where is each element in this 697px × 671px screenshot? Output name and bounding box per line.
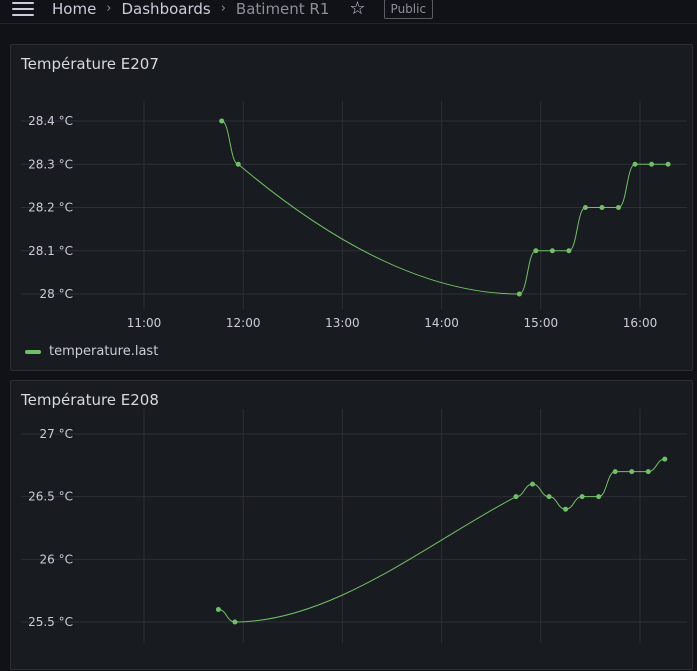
data-point [582, 205, 588, 210]
breadcrumb-dashboards[interactable]: Dashboards [121, 0, 211, 18]
chart-legend[interactable]: temperature.last [25, 344, 158, 359]
data-point [596, 494, 602, 500]
x-tick-label: 14:00 [424, 316, 459, 330]
chart-temperature-e208: 25.5 °C 26 °C 26.5 °C 27 °C [21, 409, 687, 643]
y-tick-label: 28.2 °C [28, 201, 73, 215]
y-tick-label: 28 °C [40, 287, 73, 301]
y-tick-label: 25.5 °C [28, 615, 73, 629]
star-icon[interactable]: ☆ [349, 0, 366, 19]
y-tick-label: 28.1 °C [28, 244, 73, 258]
chevron-right-icon: › [106, 1, 112, 16]
y-tick-label: 26.5 °C [28, 490, 73, 504]
panel-temperature-e208: Température E208 25.5 °C 26 °C 26.5 °C 27 °… [10, 380, 693, 670]
y-tick-label: 28.4 °C [28, 114, 73, 128]
x-tick-label: 12:00 [226, 316, 261, 330]
data-point [219, 118, 225, 124]
data-point [232, 619, 238, 625]
top-navbar: Home › Dashboards › Batiment R1 ☆ Public [0, 0, 697, 24]
y-tick-label: 28.3 °C [28, 157, 73, 171]
y-tick-label: 27 °C [40, 427, 73, 441]
data-point [235, 161, 241, 167]
chart-temperature-e207: 28 °C 28.1 °C 28.2 °C 28.3 °C 28.4 °C 11:00 12… [21, 101, 687, 330]
legend-label: temperature.last [49, 344, 159, 359]
data-point [599, 205, 605, 210]
panel-temperature-e207: Température E207 28 °C 28.1 °C 28.2 °C 28.3… [10, 44, 693, 371]
data-point [649, 161, 655, 167]
x-tick-label: 11:00 [127, 316, 162, 330]
panel-title[interactable]: Température E207 [21, 55, 159, 73]
data-point [215, 606, 221, 612]
data-point [616, 205, 622, 210]
data-point [645, 469, 651, 475]
chevron-right-icon: › [220, 1, 226, 16]
data-point [665, 161, 671, 167]
public-badge: Public [383, 0, 434, 19]
y-tick-label: 26 °C [40, 552, 73, 566]
data-point [632, 161, 638, 167]
breadcrumb-dashboard-title: Batiment R1 [235, 0, 330, 18]
data-point [563, 506, 569, 512]
data-point [579, 494, 585, 500]
data-point [533, 248, 539, 254]
menu-icon[interactable] [12, 1, 34, 16]
data-point [546, 494, 552, 500]
data-point [662, 456, 668, 462]
x-tick-label: 15:00 [524, 316, 559, 330]
data-point [513, 494, 519, 500]
x-tick-label: 16:00 [623, 316, 658, 330]
data-point [629, 469, 635, 475]
data-point [612, 469, 618, 475]
panel-title[interactable]: Température E208 [21, 391, 159, 409]
legend-swatch [25, 349, 41, 354]
data-point [516, 291, 522, 297]
breadcrumb-home[interactable]: Home [52, 0, 97, 18]
data-point [530, 481, 536, 487]
data-point [549, 248, 555, 254]
x-tick-label: 13:00 [325, 316, 360, 330]
data-point [566, 248, 572, 254]
